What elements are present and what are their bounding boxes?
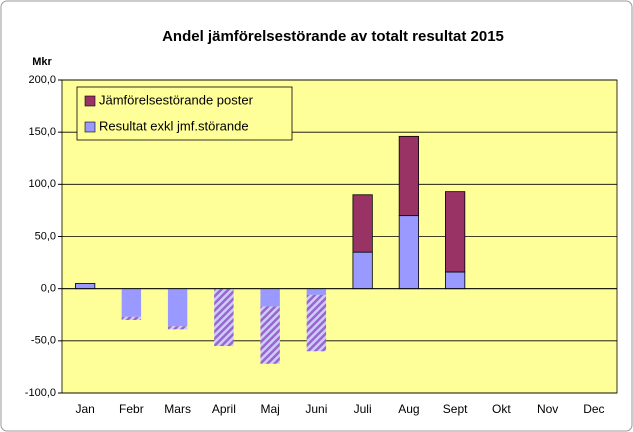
x-tick-label: Dec [583, 402, 604, 416]
chart-title: Andel jämförelsestörande av totalt resul… [162, 28, 504, 45]
bar [260, 288, 280, 307]
y-tick-label: 0,0 [41, 283, 56, 295]
x-tick-label: Maj [260, 402, 279, 416]
legend-swatch [84, 95, 96, 107]
x-tick-label: Aug [398, 402, 419, 416]
x-tick-label: Juli [354, 402, 372, 416]
bar [214, 288, 234, 347]
bar [167, 288, 188, 327]
bar [398, 135, 419, 217]
legend [76, 86, 293, 141]
bar [121, 288, 142, 317]
bar [167, 326, 188, 330]
bar [352, 251, 373, 290]
y-tick-label: 50,0 [35, 230, 56, 242]
x-tick-label: Mars [164, 402, 191, 416]
y-tick-label: -100,0 [25, 387, 56, 399]
bar [352, 194, 373, 253]
x-tick-label: Jan [75, 402, 94, 416]
bar [306, 288, 327, 295]
x-tick-label: Okt [492, 402, 511, 416]
legend-label: Resultat exkl jmf.störande [99, 118, 249, 133]
legend-label: Jämförelsestörande poster [99, 92, 254, 107]
bar [445, 271, 466, 290]
y-tick-label: 200,0 [28, 74, 56, 86]
x-tick-label: Febr [119, 402, 144, 416]
y-tick-label: 100,0 [28, 178, 56, 190]
x-tick-label: Sept [443, 402, 468, 416]
bar [121, 316, 142, 320]
bar [260, 306, 280, 364]
x-tick-label: Juni [305, 402, 327, 416]
bar [398, 215, 419, 290]
y-axis-label: Mkr [32, 56, 52, 68]
x-tick-label: April [212, 402, 236, 416]
y-tick-label: -50,0 [31, 335, 56, 347]
x-tick-label: Nov [537, 402, 558, 416]
bar [306, 294, 327, 352]
bar [445, 191, 466, 273]
bar [75, 283, 96, 290]
legend-swatch [84, 121, 96, 133]
y-tick-label: 150,0 [28, 126, 56, 138]
